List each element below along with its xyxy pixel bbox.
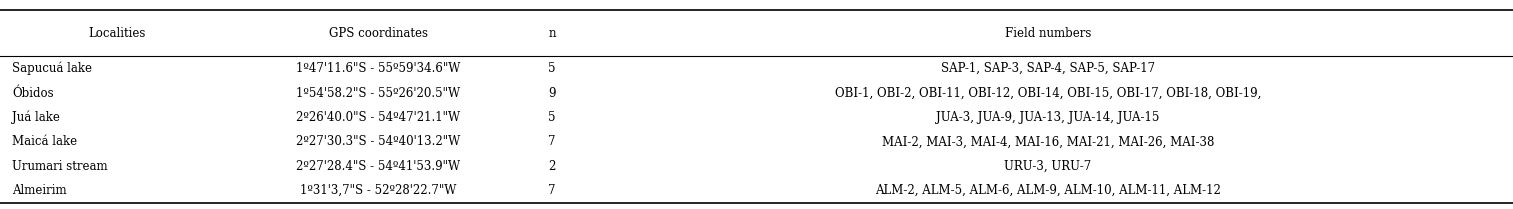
Text: 7: 7	[549, 135, 555, 148]
Text: 2º26'40.0"S - 54º47'21.1"W: 2º26'40.0"S - 54º47'21.1"W	[297, 111, 460, 124]
Text: ALM-2, ALM-5, ALM-6, ALM-9, ALM-10, ALM-11, ALM-12: ALM-2, ALM-5, ALM-6, ALM-9, ALM-10, ALM-…	[875, 184, 1221, 197]
Text: n: n	[549, 27, 555, 40]
Text: Urumari stream: Urumari stream	[12, 160, 107, 173]
Text: Localities: Localities	[89, 27, 145, 40]
Text: 2: 2	[549, 160, 555, 173]
Text: 2º27'30.3"S - 54º40'13.2"W: 2º27'30.3"S - 54º40'13.2"W	[297, 135, 460, 148]
Text: Maicá lake: Maicá lake	[12, 135, 77, 148]
Text: Óbidos: Óbidos	[12, 87, 54, 99]
Text: 1º31'3,7"S - 52º28'22.7"W: 1º31'3,7"S - 52º28'22.7"W	[300, 184, 457, 197]
Text: JUA-3, JUA-9, JUA-13, JUA-14, JUA-15: JUA-3, JUA-9, JUA-13, JUA-14, JUA-15	[937, 111, 1159, 124]
Text: OBI-1, OBI-2, OBI-11, OBI-12, OBI-14, OBI-15, OBI-17, OBI-18, OBI-19,: OBI-1, OBI-2, OBI-11, OBI-12, OBI-14, OB…	[835, 87, 1260, 99]
Text: 7: 7	[549, 184, 555, 197]
Text: 2º27'28.4"S - 54º41'53.9"W: 2º27'28.4"S - 54º41'53.9"W	[297, 160, 460, 173]
Text: GPS coordinates: GPS coordinates	[328, 27, 428, 40]
Text: 9: 9	[549, 87, 555, 99]
Text: Sapucuá lake: Sapucuá lake	[12, 62, 92, 75]
Text: 5: 5	[549, 111, 555, 124]
Text: Juá lake: Juá lake	[12, 111, 61, 124]
Text: SAP-1, SAP-3, SAP-4, SAP-5, SAP-17: SAP-1, SAP-3, SAP-4, SAP-5, SAP-17	[941, 62, 1154, 75]
Text: Almeirim: Almeirim	[12, 184, 67, 197]
Text: 5: 5	[549, 62, 555, 75]
Text: 1º47'11.6"S - 55º59'34.6"W: 1º47'11.6"S - 55º59'34.6"W	[297, 62, 460, 75]
Text: 1º54'58.2"S - 55º26'20.5"W: 1º54'58.2"S - 55º26'20.5"W	[297, 87, 460, 99]
Text: MAI-2, MAI-3, MAI-4, MAI-16, MAI-21, MAI-26, MAI-38: MAI-2, MAI-3, MAI-4, MAI-16, MAI-21, MAI…	[882, 135, 1213, 148]
Text: Field numbers: Field numbers	[1005, 27, 1091, 40]
Text: URU-3, URU-7: URU-3, URU-7	[1005, 160, 1091, 173]
